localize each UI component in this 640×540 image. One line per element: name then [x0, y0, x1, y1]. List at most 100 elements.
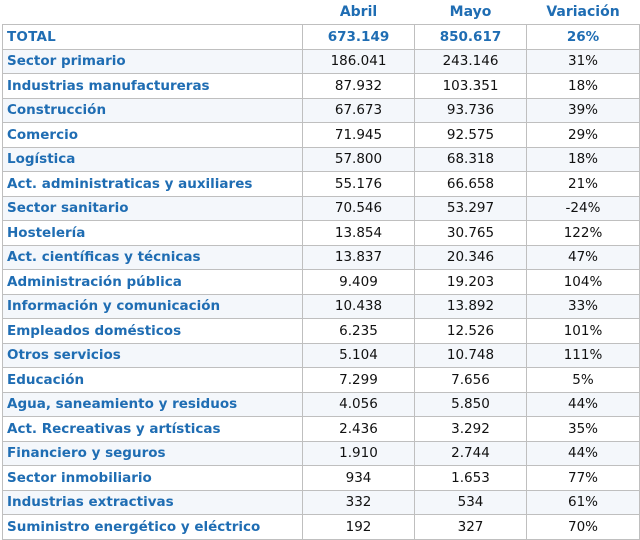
mayo-value: 243.146 [414, 48, 527, 74]
variacion-value: 77% [526, 465, 640, 491]
sector-label: Sector primario [2, 48, 303, 74]
header-abril: Abril [302, 0, 415, 25]
abril-value: 9.409 [302, 269, 415, 295]
abril-value: 7.299 [302, 367, 415, 393]
sector-label: Sector inmobiliario [2, 465, 303, 491]
mayo-value: 68.318 [414, 146, 527, 172]
table-row: Comercio 71.945 92.575 29% [2, 122, 640, 148]
mayo-value: 20.346 [414, 244, 527, 270]
mayo-value: 12.526 [414, 318, 527, 344]
variacion-value: 101% [526, 318, 640, 344]
abril-value: 13.854 [302, 220, 415, 246]
variacion-value: 104% [526, 269, 640, 295]
table-row: Otros servicios 5.104 10.748 111% [2, 342, 640, 368]
abril-value: 186.041 [302, 48, 415, 74]
abril-value: 934 [302, 465, 415, 491]
variacion-value: 18% [526, 73, 640, 99]
variacion-value: 44% [526, 440, 640, 466]
sector-label: Administración pública [2, 269, 303, 295]
abril-value: 10.438 [302, 293, 415, 319]
variacion-value: 5% [526, 367, 640, 393]
mayo-value: 10.748 [414, 342, 527, 368]
mayo-value: 30.765 [414, 220, 527, 246]
variacion-value: 39% [526, 97, 640, 123]
header-mayo: Mayo [414, 0, 527, 25]
abril-value: 1.910 [302, 440, 415, 466]
table-row: Sector inmobiliario 934 1.653 77% [2, 465, 640, 491]
table-row: Logística 57.800 68.318 18% [2, 146, 640, 172]
abril-value: 67.673 [302, 97, 415, 123]
sector-label: Hostelería [2, 220, 303, 246]
variacion-value: 70% [526, 514, 640, 540]
header-sector [2, 0, 303, 25]
mayo-value: 13.892 [414, 293, 527, 319]
abril-value: 13.837 [302, 244, 415, 270]
table-row: Act. científicas y técnicas 13.837 20.346 4… [2, 244, 640, 270]
variacion-value: 35% [526, 416, 640, 442]
table-row: Administración pública 9.409 19.203 104% [2, 269, 640, 295]
mayo-value: 93.736 [414, 97, 527, 123]
total-variacion: 26% [526, 24, 640, 50]
abril-value: 70.546 [302, 195, 415, 221]
table-row: Empleados domésticos 6.235 12.526 101% [2, 318, 640, 344]
abril-value: 192 [302, 514, 415, 540]
variacion-value: 122% [526, 220, 640, 246]
abril-value: 71.945 [302, 122, 415, 148]
sector-label: Act. científicas y técnicas [2, 244, 303, 270]
mayo-value: 5.850 [414, 391, 527, 417]
sector-label: Sector sanitario [2, 195, 303, 221]
abril-value: 5.104 [302, 342, 415, 368]
variacion-value: 47% [526, 244, 640, 270]
table-body: TOTAL 673.149 850.617 26% Sector primari… [2, 24, 640, 540]
data-table-container: Abril Mayo Variación TOTAL 673.149 850.6… [2, 4, 640, 540]
sector-label: Industrias extractivas [2, 489, 303, 515]
sector-label: Comercio [2, 122, 303, 148]
sector-label: Información y comunicación [2, 293, 303, 319]
abril-value: 4.056 [302, 391, 415, 417]
total-label: TOTAL [2, 24, 303, 50]
table-row: Sector sanitario 70.546 53.297 -24% [2, 195, 640, 221]
abril-value: 2.436 [302, 416, 415, 442]
variacion-value: 61% [526, 489, 640, 515]
variacion-value: 21% [526, 171, 640, 197]
variacion-value: 31% [526, 48, 640, 74]
total-row: TOTAL 673.149 850.617 26% [2, 24, 640, 50]
table-row: Sector primario 186.041 243.146 31% [2, 48, 640, 74]
table-row: Información y comunicación 10.438 13.892 33… [2, 293, 640, 319]
sector-label: Logística [2, 146, 303, 172]
abril-value: 57.800 [302, 146, 415, 172]
abril-value: 55.176 [302, 171, 415, 197]
variacion-value: 33% [526, 293, 640, 319]
sector-label: Suministro energético y eléctrico [2, 514, 303, 540]
variacion-value: 44% [526, 391, 640, 417]
table-header: Abril Mayo Variación [2, 0, 640, 25]
variacion-value: -24% [526, 195, 640, 221]
sector-label: Educación [2, 367, 303, 393]
mayo-value: 327 [414, 514, 527, 540]
total-mayo: 850.617 [414, 24, 527, 50]
mayo-value: 7.656 [414, 367, 527, 393]
sector-label: Act. administraticas y auxiliares [2, 171, 303, 197]
table-row: Construcción 67.673 93.736 39% [2, 97, 640, 123]
total-abril: 673.149 [302, 24, 415, 50]
mayo-value: 2.744 [414, 440, 527, 466]
table-row: Industrias manufactureras 87.932 103.351 18… [2, 73, 640, 99]
table-row: Agua, saneamiento y residuos 4.056 5.850 44… [2, 391, 640, 417]
table-row: Act. administraticas y auxiliares 55.176 6… [2, 171, 640, 197]
table-row: Educación 7.299 7.656 5% [2, 367, 640, 393]
sector-label: Otros servicios [2, 342, 303, 368]
sector-label: Construcción [2, 97, 303, 123]
table-row: Industrias extractivas 332 534 61% [2, 489, 640, 515]
variacion-value: 29% [526, 122, 640, 148]
abril-value: 6.235 [302, 318, 415, 344]
mayo-value: 53.297 [414, 195, 527, 221]
sector-label: Industrias manufactureras [2, 73, 303, 99]
mayo-value: 1.653 [414, 465, 527, 491]
table-row: Suministro energético y eléctrico 192 327 7… [2, 514, 640, 540]
table-row: Hostelería 13.854 30.765 122% [2, 220, 640, 246]
mayo-value: 103.351 [414, 73, 527, 99]
sector-label: Financiero y seguros [2, 440, 303, 466]
abril-value: 87.932 [302, 73, 415, 99]
table-row: Act. Recreativas y artísticas 2.436 3.292 3… [2, 416, 640, 442]
